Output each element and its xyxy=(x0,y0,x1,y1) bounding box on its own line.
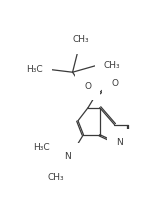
Text: CH₃: CH₃ xyxy=(104,61,120,70)
Text: H₃C: H₃C xyxy=(26,65,43,74)
Text: O: O xyxy=(84,82,91,91)
Text: N: N xyxy=(65,152,71,161)
Text: CH₃: CH₃ xyxy=(72,35,89,44)
Text: CH₃: CH₃ xyxy=(47,173,64,182)
Text: O: O xyxy=(111,79,118,88)
Text: H₃C: H₃C xyxy=(33,143,50,152)
Text: N: N xyxy=(116,138,123,147)
